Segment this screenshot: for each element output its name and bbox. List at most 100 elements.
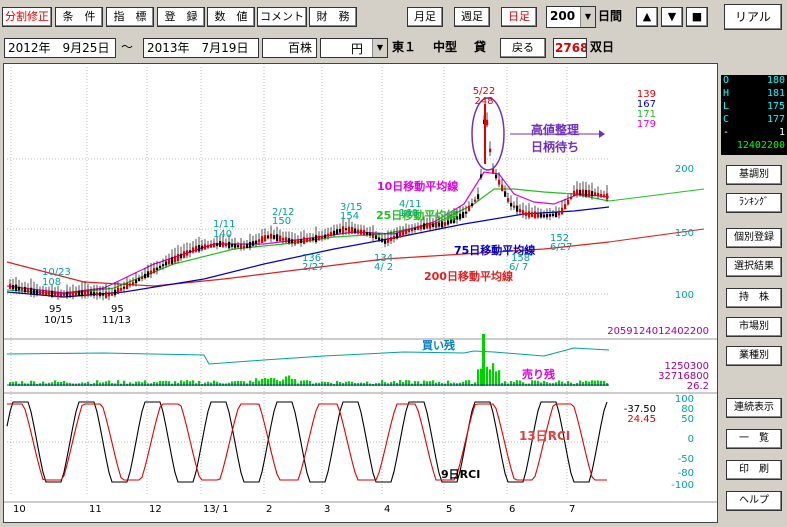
financial-button[interactable]: 財 務 <box>309 7 357 27</box>
weekly-button[interactable]: 週足 <box>454 7 490 27</box>
trend-button[interactable]: 基調別 <box>726 165 782 185</box>
candle-body <box>429 222 432 229</box>
candle-body <box>246 244 249 249</box>
price-point-label: 6/ 7 <box>509 262 528 273</box>
volume-bar <box>276 379 279 386</box>
candle-body <box>531 212 534 218</box>
candle-body <box>588 189 591 197</box>
code-field[interactable]: 2768 <box>553 38 587 58</box>
industry-button[interactable]: 業種別 <box>726 346 782 366</box>
candle-body <box>129 283 132 286</box>
volume-bar <box>165 380 168 386</box>
candle-body <box>591 191 594 197</box>
volume-bar <box>258 380 261 386</box>
register-button[interactable]: 登 録 <box>157 7 205 27</box>
candle-body <box>24 287 27 293</box>
candle-body <box>180 253 183 259</box>
volume-value-label: 2059124012402200 <box>607 326 709 337</box>
volume-bar <box>384 382 387 386</box>
comment-button[interactable]: コメント <box>257 7 307 27</box>
currency-select[interactable]: 円 ▼ <box>320 38 388 58</box>
margin-label: 貸 <box>474 40 487 54</box>
volume-bar <box>66 382 69 386</box>
volume-bar <box>549 383 552 386</box>
candle-body <box>522 210 525 216</box>
volume-bar <box>498 370 501 386</box>
realtime-button[interactable]: リアル <box>724 4 782 30</box>
holdings-button[interactable]: 持 株 <box>726 288 782 308</box>
candle-body <box>420 225 423 230</box>
scroll-down-button[interactable]: ▼ <box>661 7 683 27</box>
candle-body <box>210 244 213 248</box>
price-point-label: 154 <box>340 211 359 222</box>
candle-body <box>339 229 342 233</box>
list-button[interactable]: 一 覧 <box>726 429 782 449</box>
candle-body <box>516 205 519 212</box>
values-button[interactable]: 数 値 <box>207 7 255 27</box>
volume-bar <box>366 381 369 386</box>
volume-bar <box>462 381 465 386</box>
scroll-up-button[interactable]: ▲ <box>636 7 658 27</box>
candle-body <box>48 291 51 296</box>
volume-bar <box>252 381 255 386</box>
daily-button[interactable]: 日足 <box>501 7 537 27</box>
candle-body <box>69 292 72 297</box>
candle-body <box>348 226 351 233</box>
rci-axis-label: -100 <box>671 480 694 491</box>
market-button[interactable]: 市場別 <box>726 317 782 337</box>
category-label: 中型 <box>433 40 458 54</box>
candle-body <box>324 234 327 238</box>
volume-bar <box>348 381 351 386</box>
volume-bar <box>228 382 231 386</box>
candle-body <box>510 202 513 207</box>
price-axis-label: 200 <box>675 164 694 175</box>
volume-bar <box>267 378 270 386</box>
volume-bar <box>144 380 147 386</box>
candle-body <box>498 179 501 185</box>
volume-bar <box>159 380 162 386</box>
candle-body <box>237 245 240 248</box>
volume-bar <box>417 381 420 386</box>
print-button[interactable]: 印 刷 <box>726 460 782 480</box>
split-adjust-button[interactable]: 分割修正 <box>2 7 52 27</box>
volume-bar <box>561 381 564 386</box>
candle-body <box>111 292 114 296</box>
volume-bar <box>33 381 36 386</box>
selection-result-button[interactable]: 選択結果 <box>726 257 782 277</box>
help-button[interactable]: ヘルプ <box>726 491 782 511</box>
volume-value-label: 1250300 <box>664 361 709 372</box>
stop-button[interactable]: ■ <box>686 7 708 27</box>
candle-body <box>132 281 135 285</box>
individual-register-button[interactable]: 個別登録 <box>726 228 782 248</box>
end-date-field[interactable]: 2013年 7月19日 <box>143 38 259 58</box>
rci-axis-label: 0 <box>688 434 694 445</box>
unit-field: 百株 <box>262 38 317 58</box>
conditions-button[interactable]: 条 件 <box>55 7 103 27</box>
volume-bar <box>141 382 144 386</box>
back-button[interactable]: 戻る <box>500 38 546 58</box>
volume-bar <box>381 380 384 386</box>
days-select[interactable]: 200 ▼ <box>546 6 596 28</box>
candle-body <box>276 234 279 241</box>
candle-body <box>57 292 60 297</box>
candle-body <box>426 222 429 229</box>
price-point-label: 10/15 <box>44 315 73 326</box>
start-date-field[interactable]: 2012年 9月25日 <box>4 38 116 58</box>
volume-bar <box>21 381 24 386</box>
candle-body <box>21 287 24 291</box>
indicators-button[interactable]: 指 標 <box>106 7 154 27</box>
candle-body <box>570 196 573 200</box>
volume-bar <box>285 376 288 386</box>
rci-axis-label: 80 <box>681 404 694 415</box>
volume-bar <box>342 383 345 386</box>
candle-body <box>408 229 411 233</box>
volume-bar <box>105 381 108 386</box>
continuous-display-button[interactable]: 連続表示 <box>726 398 782 418</box>
volume-bar <box>351 381 354 386</box>
ranking-button[interactable]: ﾗﾝｷﾝｸﾞ <box>726 193 782 213</box>
candle-body <box>603 194 606 198</box>
candle-body <box>336 229 339 235</box>
monthly-button[interactable]: 月足 <box>407 7 443 27</box>
x-axis-label: 10 <box>13 504 26 515</box>
candle-body <box>600 193 603 197</box>
